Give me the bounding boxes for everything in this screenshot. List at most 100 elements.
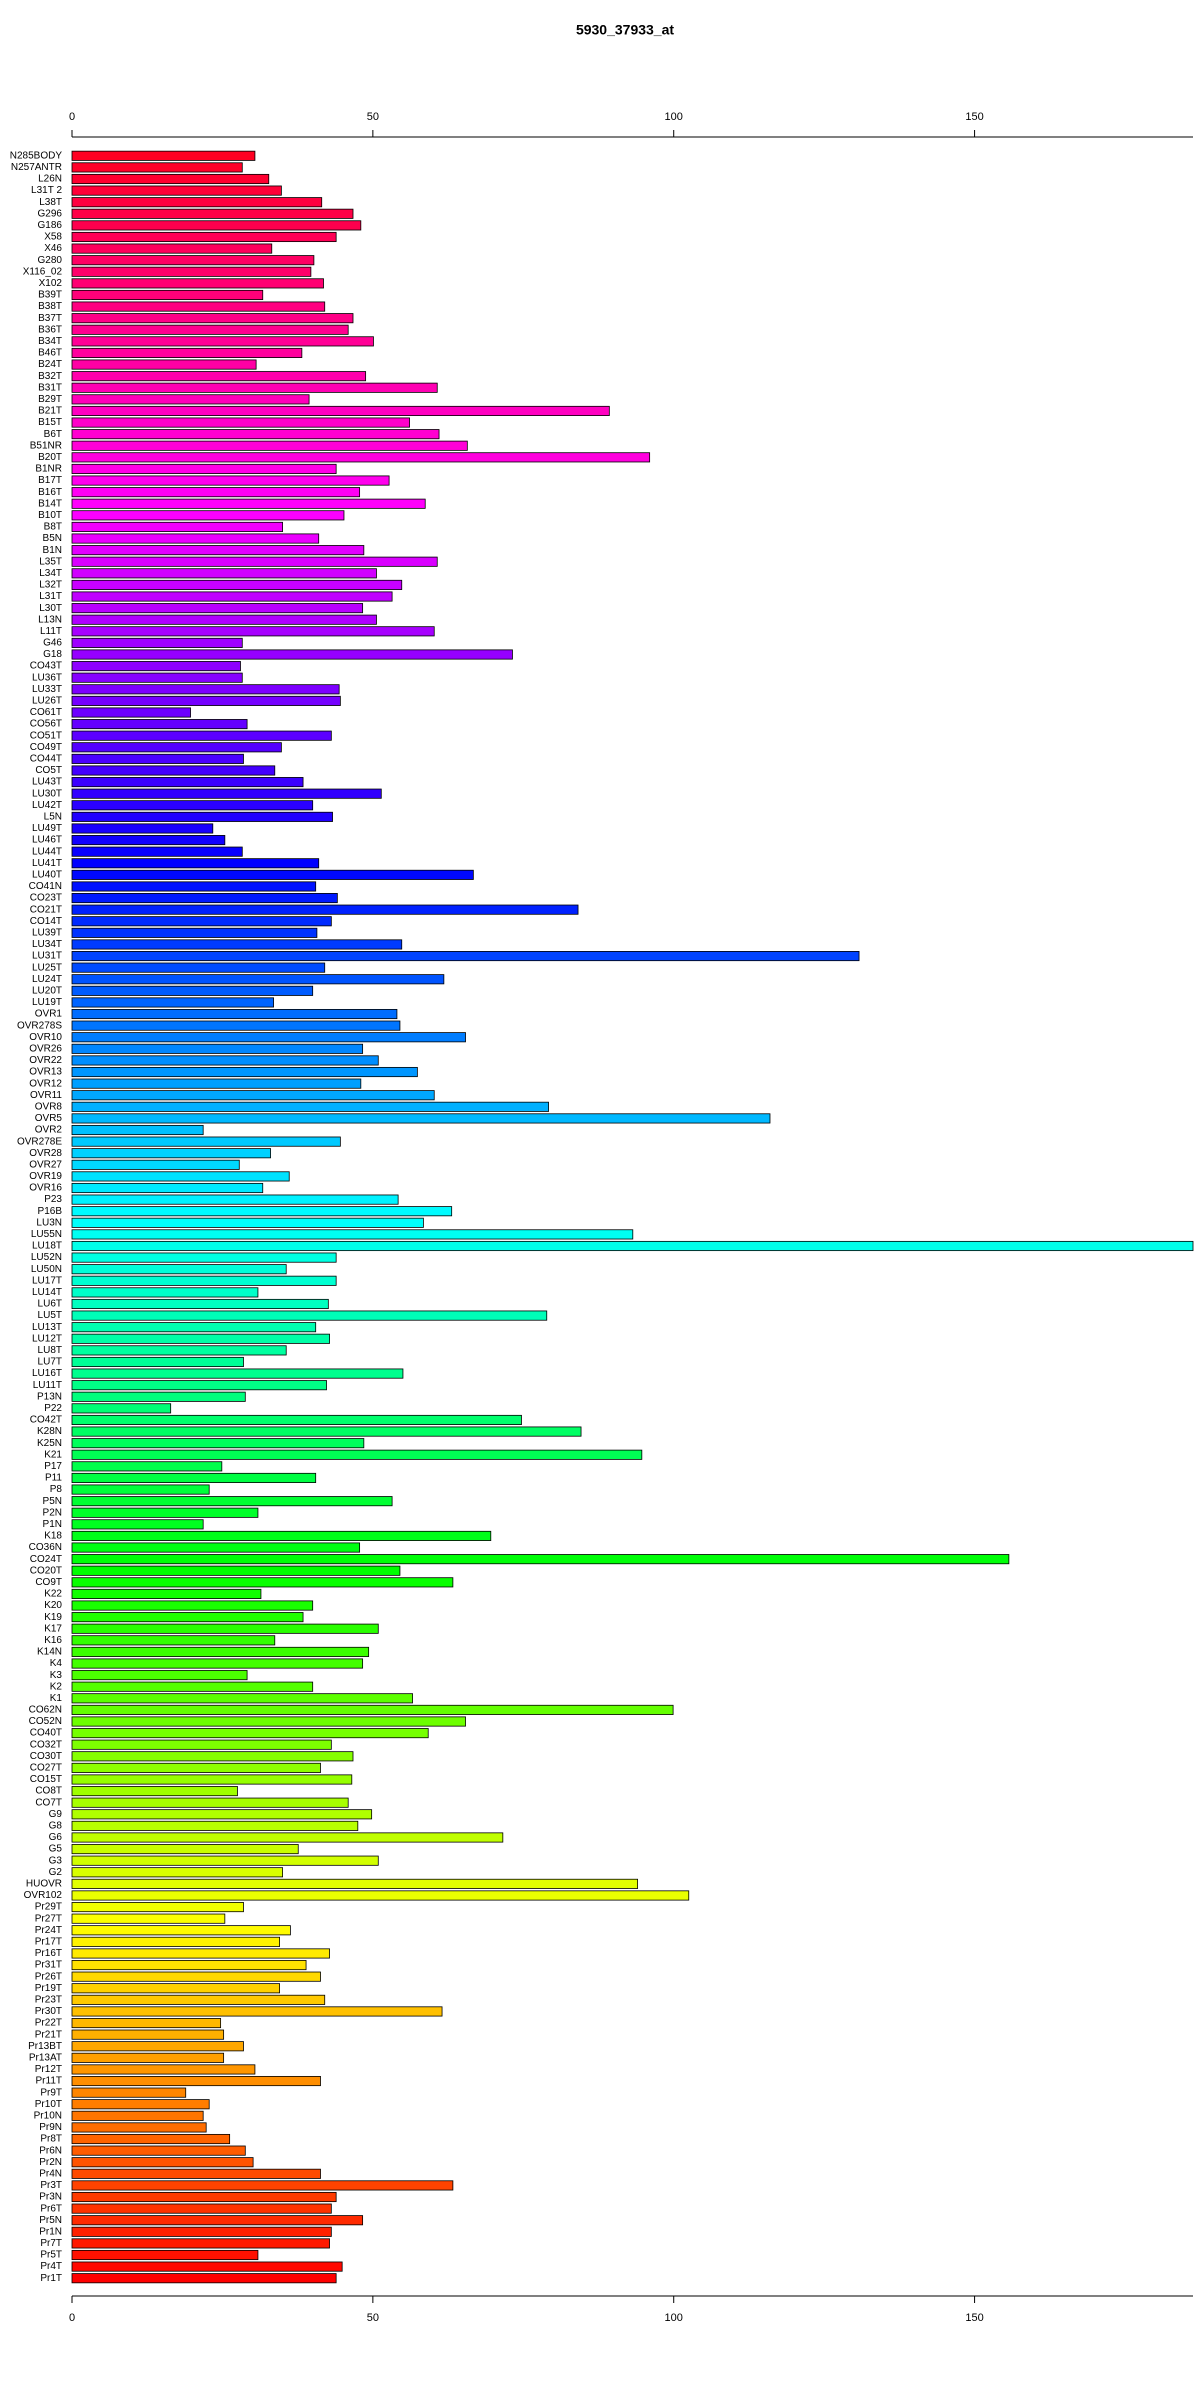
bar — [71, 2133, 231, 2145]
bar — [71, 1078, 362, 1089]
bar — [71, 1090, 435, 1101]
bar — [71, 1322, 317, 1333]
bar — [71, 324, 349, 335]
bar — [71, 1936, 280, 1947]
y-tick-label: CO15T — [30, 1774, 62, 1785]
y-tick-label: LU39T — [32, 927, 62, 938]
y-tick-label: CO14T — [30, 916, 62, 927]
y-tick-label: K16 — [44, 1635, 62, 1646]
bar — [71, 1438, 365, 1449]
x-tick-label: 100 — [665, 111, 683, 123]
bar — [71, 1182, 264, 1194]
y-tick-label: LU19T — [32, 997, 62, 1008]
y-tick-label: LU6T — [38, 1299, 62, 1310]
bar — [71, 2122, 207, 2133]
y-tick-label: X46 — [44, 243, 62, 254]
bar — [71, 695, 341, 706]
bar — [71, 649, 513, 660]
bar — [71, 2099, 210, 2110]
bar — [71, 1229, 634, 1240]
bar — [71, 1623, 379, 1634]
y-tick-label: G280 — [38, 255, 63, 266]
y-tick-label: CO49T — [30, 742, 62, 753]
bar — [71, 1287, 259, 1298]
bar — [71, 255, 315, 266]
y-tick-label: Pr31T — [35, 1960, 62, 1971]
bar — [71, 1867, 284, 1878]
y-tick-label: LU11T — [33, 1380, 62, 1391]
bar — [71, 1658, 364, 1669]
y-tick-label: L35T — [39, 556, 62, 567]
bar — [71, 1565, 401, 1576]
y-tick-label: G296 — [38, 208, 63, 219]
y-tick-label: LU20T — [32, 985, 62, 996]
bar — [71, 1554, 1010, 1565]
bar — [71, 1902, 244, 1913]
bar — [71, 1461, 223, 1472]
x-tick-label: 150 — [965, 111, 983, 123]
y-tick-label: CO62N — [29, 1705, 62, 1716]
y-tick-label: K21 — [44, 1449, 62, 1460]
y-tick-label: LU5T — [38, 1310, 62, 1321]
y-tick-label: B1NR — [35, 464, 62, 475]
y-tick-label: B32T — [38, 371, 62, 382]
bar — [71, 2226, 332, 2237]
y-tick-label: LU30T — [32, 788, 62, 799]
bar — [71, 1008, 398, 1020]
y-tick-label: OVR16 — [29, 1183, 62, 1194]
bar — [71, 661, 241, 672]
bar — [71, 962, 326, 973]
bar — [71, 1762, 321, 1773]
y-tick-label: Pr3T — [40, 2180, 62, 2191]
y-tick-label: B10T — [38, 510, 62, 521]
bar — [71, 1066, 418, 1078]
bar — [71, 1426, 582, 1437]
y-tick-label: X116_02 — [23, 266, 63, 277]
y-tick-label: CO20T — [30, 1565, 62, 1576]
y-tick-label: OVR12 — [29, 1078, 62, 1089]
y-tick-label: P11 — [45, 1473, 62, 1484]
bar — [71, 1124, 204, 1136]
y-tick-label: OVR27 — [29, 1159, 62, 1170]
bar — [71, 1380, 327, 1391]
y-tick-label: G18 — [43, 649, 62, 660]
bar — [71, 1368, 404, 1379]
bar — [71, 2029, 225, 2040]
bar — [71, 1728, 429, 1739]
y-tick-label: X102 — [39, 278, 63, 289]
y-tick-label: CO51T — [30, 730, 62, 741]
y-tick-label: OVR11 — [30, 1090, 62, 1101]
y-tick-label: OVR5 — [35, 1113, 63, 1124]
bar — [71, 313, 354, 324]
y-tick-label: LU49T — [32, 823, 62, 834]
y-tick-label: CO44T — [30, 754, 62, 765]
bar — [71, 985, 314, 996]
bar — [71, 1275, 337, 1286]
y-tick-label: LU7T — [38, 1357, 62, 1368]
y-tick-label: Pr30T — [35, 2006, 62, 2017]
bar — [71, 405, 610, 416]
y-tick-label: OVR10 — [29, 1032, 62, 1043]
y-tick-label: Pr3N — [39, 2192, 62, 2203]
y-tick-label: OVR19 — [29, 1171, 62, 1182]
y-tick-label: Pr11T — [36, 2076, 63, 2087]
bar — [71, 1101, 549, 1112]
y-tick-label: K25N — [37, 1438, 62, 1449]
bar — [71, 394, 310, 405]
y-tick-label: Pr13BT — [28, 2041, 62, 2052]
y-tick-label: B17T — [38, 475, 62, 486]
y-tick-label: L13N — [38, 614, 62, 625]
bar — [71, 1739, 332, 1750]
y-tick-label: LU52N — [31, 1252, 62, 1263]
y-tick-label: LU13T — [32, 1322, 62, 1333]
bar — [71, 208, 354, 219]
y-tick-label: LU40T — [32, 870, 62, 881]
y-tick-label: G6 — [49, 1832, 63, 1843]
bar — [71, 2087, 187, 2098]
bar — [71, 1878, 639, 1889]
y-tick-label: CO27T — [30, 1763, 62, 1774]
bar — [71, 545, 365, 556]
y-tick-label: K14N — [37, 1647, 62, 1658]
bar — [71, 429, 440, 440]
y-tick-label: Pr5T — [40, 2250, 62, 2261]
